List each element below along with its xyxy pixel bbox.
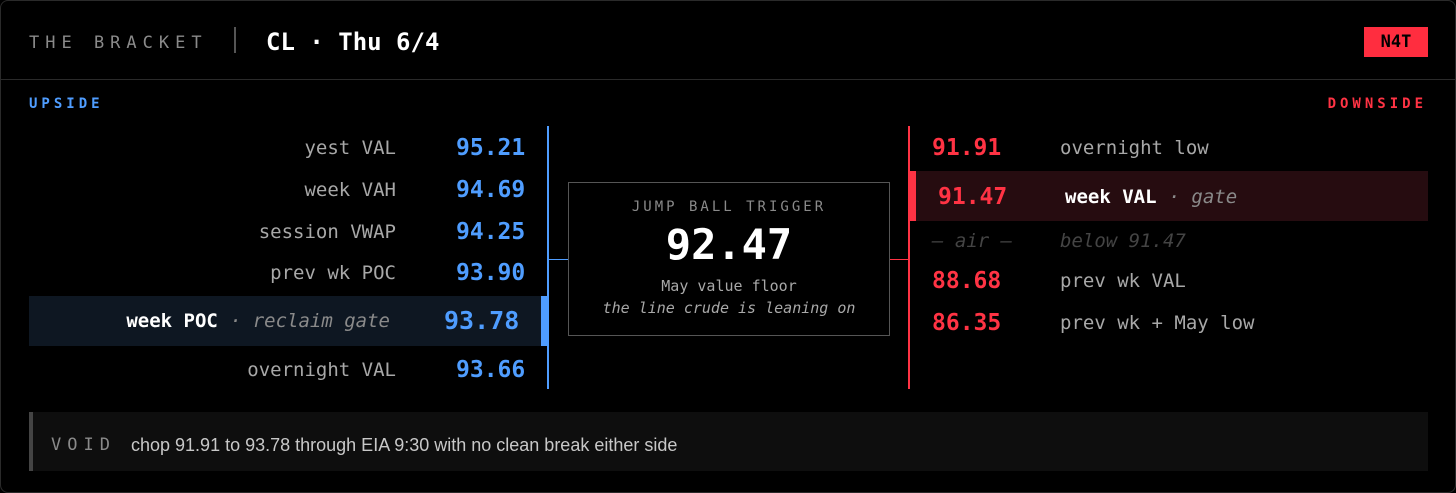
footer-box	[29, 412, 1428, 471]
header-rule	[1, 79, 1455, 80]
level-label: below 91.47	[1060, 230, 1186, 252]
level-label: prev wk VAL	[1060, 270, 1186, 292]
level-value: 88.68	[932, 268, 1002, 294]
upside-tick	[548, 259, 568, 260]
footer-text: chop 91.91 to 93.78 through EIA 9:30 wit…	[131, 435, 678, 455]
badge: N4T	[1364, 27, 1428, 57]
level-label: prev wk + May low	[1060, 312, 1255, 334]
level-label: week VAH	[304, 179, 396, 201]
highlight-bar	[541, 296, 547, 346]
level-note: · reclaim gate	[229, 310, 390, 332]
header-divider	[234, 27, 236, 53]
level-label: overnight low	[1060, 137, 1209, 159]
trigger-value: 92.47	[665, 220, 793, 269]
card-title: THE BRACKET	[29, 33, 208, 53]
trigger-line-2: the line crude is leaning on	[602, 299, 856, 317]
highlight-row	[909, 171, 1428, 221]
highlight-bar	[909, 171, 916, 221]
level-value: 91.91	[932, 135, 1002, 161]
downside-label: DOWNSIDE	[1327, 96, 1427, 112]
upside-label: UPSIDE	[29, 96, 104, 112]
level-value: 86.35	[932, 310, 1002, 336]
card-subtitle: CL · Thu 6/4	[266, 28, 440, 56]
level-note: · gate	[1168, 186, 1238, 208]
level-label-group: week POC · reclaim gate	[126, 307, 390, 335]
level-label: week POC	[126, 310, 218, 332]
trigger-title: JUMP BALL TRIGGER	[631, 199, 827, 215]
level-value: — air —	[932, 230, 1013, 252]
level-value: 93.78	[444, 306, 520, 335]
level-label: overnight VAL	[247, 359, 396, 381]
level-value: 94.69	[456, 177, 526, 203]
downside-rail	[908, 126, 910, 389]
level-label: yest VAL	[304, 137, 396, 159]
level-label-group: week VAL · gate	[1065, 183, 1237, 211]
highlight-row	[29, 296, 541, 346]
level-label: week VAL	[1065, 186, 1157, 208]
trigger-line-1: May value floor	[661, 277, 797, 295]
upside-rail	[547, 126, 549, 389]
trigger-box	[568, 182, 890, 336]
downside-tick	[890, 259, 909, 260]
level-value: 94.25	[456, 219, 526, 245]
level-value: 95.21	[456, 135, 526, 161]
level-label: prev wk POC	[270, 262, 396, 284]
level-label: session VWAP	[258, 221, 396, 243]
footer-label: VOID	[51, 435, 116, 455]
level-value: 91.47	[938, 184, 1008, 210]
level-value: 93.90	[456, 260, 526, 286]
level-value: 93.66	[456, 357, 526, 383]
